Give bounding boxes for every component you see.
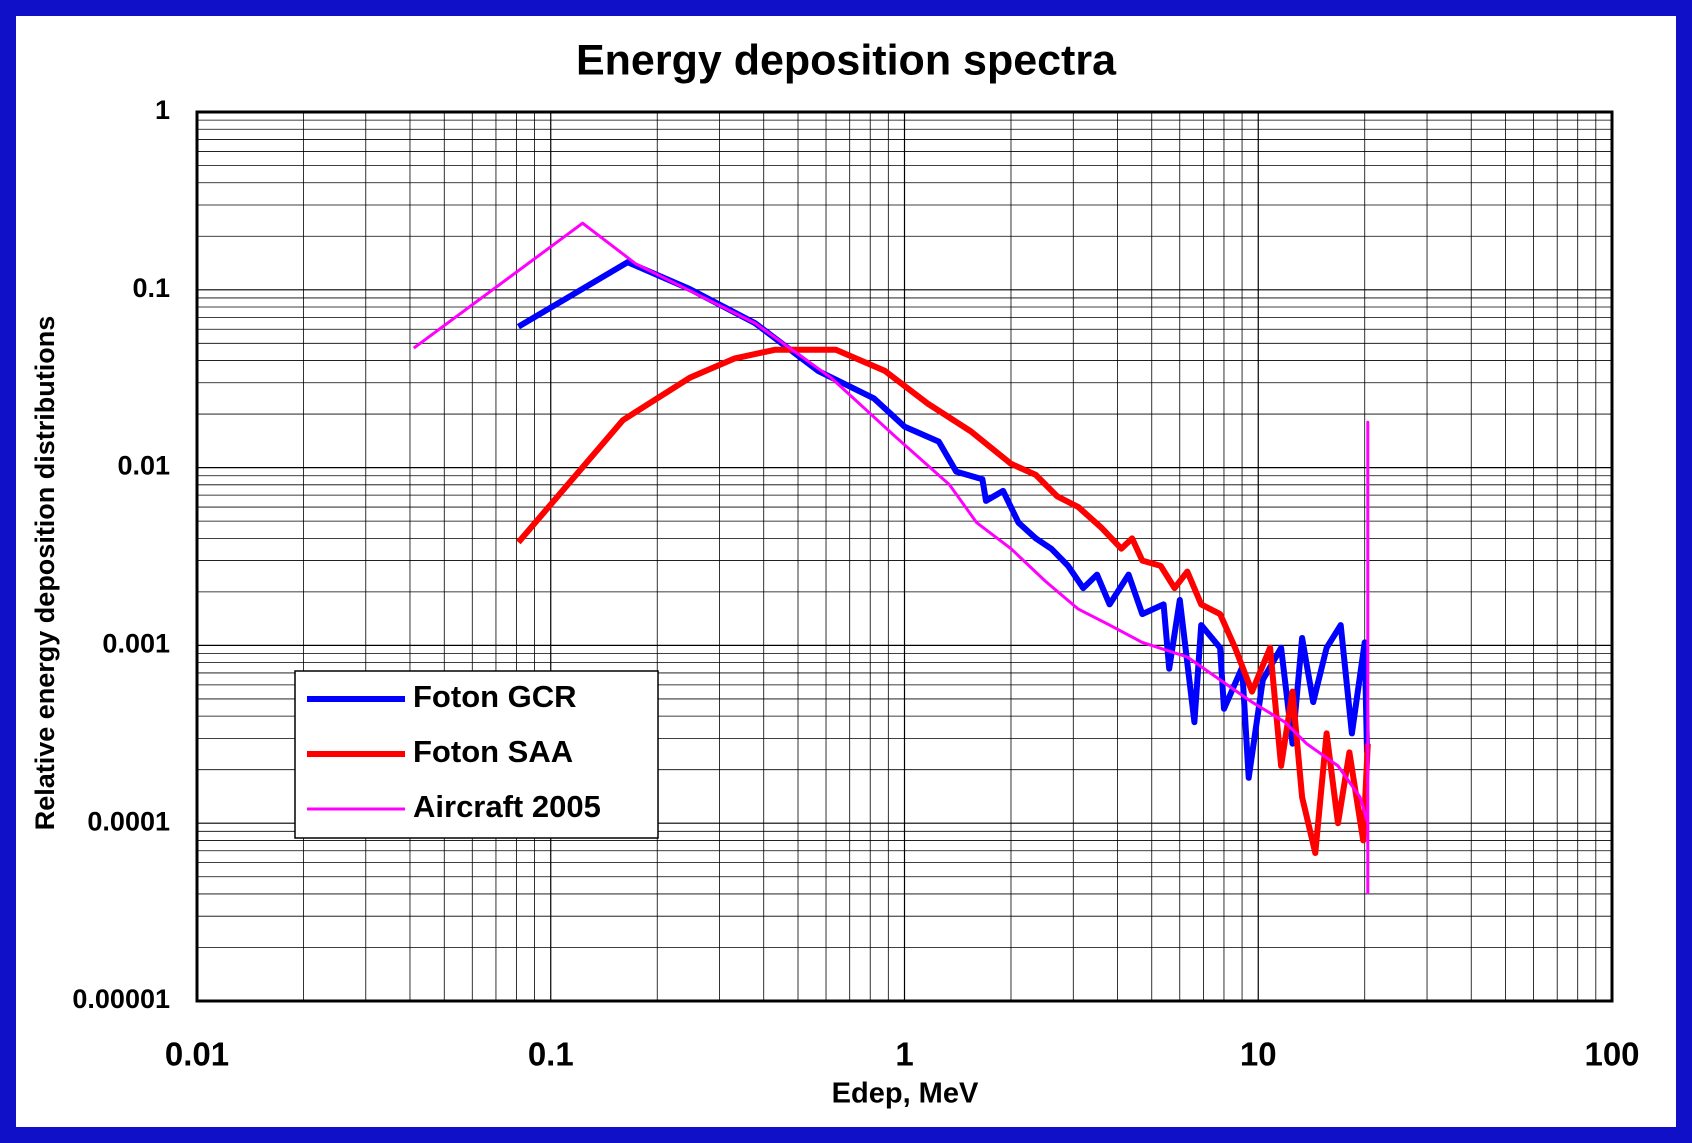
legend-label: Aircraft 2005	[413, 789, 601, 824]
series-line	[412, 221, 1370, 894]
chart-title: Energy deposition spectra	[576, 36, 1117, 84]
series-line	[516, 346, 1371, 856]
series-line	[516, 259, 1370, 781]
y-axis-label: Relative energy deposition distributions	[30, 316, 60, 831]
x-tick-label: 0.1	[528, 1036, 574, 1073]
y-tick-label: 1	[155, 95, 170, 125]
y-tick-label: 0.001	[102, 629, 170, 659]
legend-label: Foton SAA	[413, 734, 573, 769]
x-tick-label: 1	[895, 1036, 913, 1073]
y-tick-label: 0.00001	[72, 984, 170, 1014]
background	[16, 16, 1676, 1127]
x-axis-label: Edep, MeV	[832, 1078, 979, 1110]
legend-label: Foton GCR	[413, 679, 577, 714]
legend: Foton GCR Foton SAA Aircraft 2005	[294, 670, 659, 839]
x-tick-label: 10	[1240, 1036, 1277, 1073]
plot-border	[195, 110, 1614, 1003]
y-tick-label: 0.1	[132, 273, 170, 303]
y-tick-label: 0.01	[117, 451, 170, 481]
x-tick-label: 100	[1584, 1036, 1639, 1073]
y-tick-label: 0.0001	[87, 806, 170, 836]
x-tick-label: 0.01	[165, 1036, 229, 1073]
